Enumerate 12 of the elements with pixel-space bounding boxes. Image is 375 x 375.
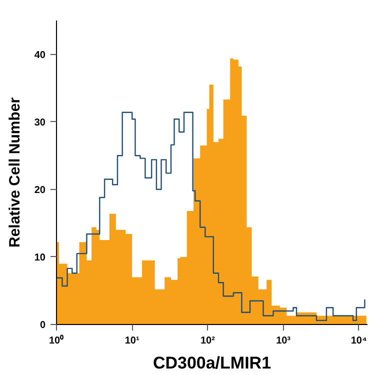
y-tick-label: 30	[34, 117, 46, 128]
x-axis-title: CD300a/LMIR1	[152, 354, 272, 372]
x-tick-label: 10⁰	[48, 334, 64, 346]
y-tick-label: 10	[34, 252, 46, 264]
x-tick-label: 10³	[276, 336, 292, 346]
y-axis-title: Relative Cell Number	[6, 97, 24, 248]
y-tick-label: 0	[40, 320, 46, 331]
x-tick-label: 10¹	[124, 336, 140, 346]
y-tick-label: 40	[34, 50, 46, 61]
x-tick-label: 10⁴	[350, 336, 367, 346]
x-tick-label: 10²	[200, 336, 216, 346]
y-tick-label: 20	[34, 184, 46, 196]
